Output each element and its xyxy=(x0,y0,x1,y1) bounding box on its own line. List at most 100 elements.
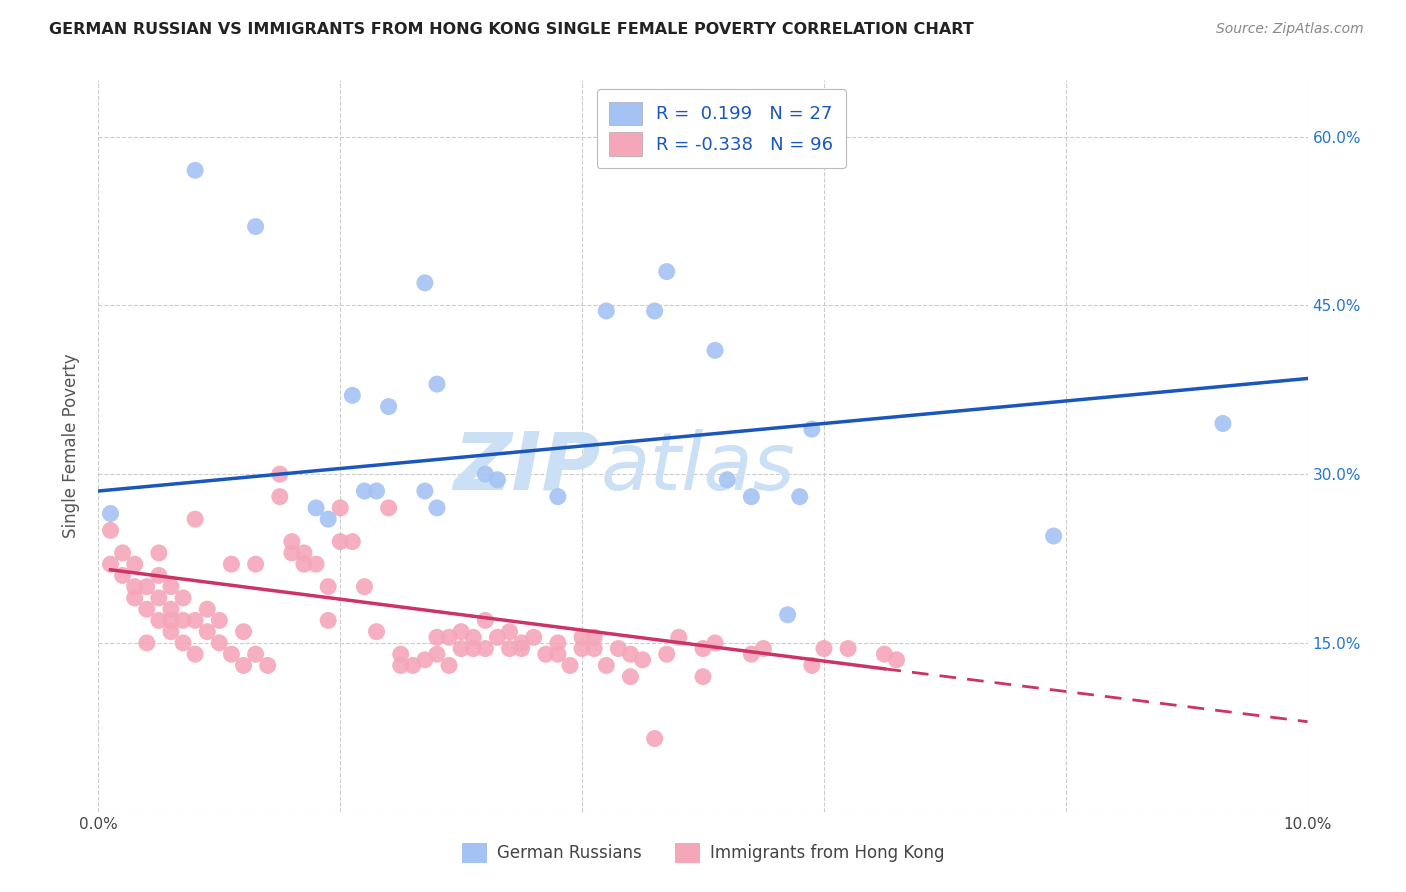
Point xyxy=(595,658,617,673)
Point xyxy=(692,670,714,684)
Point xyxy=(583,641,606,656)
Point xyxy=(837,641,859,656)
Point xyxy=(558,658,581,673)
Point xyxy=(595,304,617,318)
Point xyxy=(195,602,218,616)
Point xyxy=(426,377,449,392)
Point xyxy=(752,641,775,656)
Point xyxy=(281,534,304,549)
Point xyxy=(402,658,425,673)
Point xyxy=(510,641,533,656)
Point xyxy=(316,512,339,526)
Point xyxy=(366,483,388,498)
Point xyxy=(148,568,170,582)
Point xyxy=(450,624,472,639)
Point xyxy=(342,388,364,402)
Point xyxy=(269,467,291,482)
Point xyxy=(184,647,207,661)
Point xyxy=(195,624,218,639)
Point xyxy=(135,602,157,616)
Point xyxy=(1042,529,1064,543)
Point xyxy=(800,658,823,673)
Point xyxy=(111,546,134,560)
Point xyxy=(232,624,254,639)
Point xyxy=(184,512,207,526)
Point xyxy=(100,557,122,571)
Point xyxy=(353,483,375,498)
Point xyxy=(583,630,606,644)
Point xyxy=(124,557,146,571)
Point xyxy=(655,264,678,278)
Point xyxy=(135,580,157,594)
Point xyxy=(655,647,678,661)
Point xyxy=(160,602,183,616)
Point xyxy=(740,647,762,661)
Point xyxy=(292,557,315,571)
Point xyxy=(619,647,641,661)
Point xyxy=(668,630,690,644)
Point xyxy=(474,467,496,482)
Point xyxy=(463,641,485,656)
Point xyxy=(886,653,908,667)
Point xyxy=(184,614,207,628)
Point xyxy=(316,614,339,628)
Point xyxy=(498,624,520,639)
Point xyxy=(437,630,460,644)
Text: GERMAN RUSSIAN VS IMMIGRANTS FROM HONG KONG SINGLE FEMALE POVERTY CORRELATION CH: GERMAN RUSSIAN VS IMMIGRANTS FROM HONG K… xyxy=(49,22,974,37)
Point xyxy=(245,647,267,661)
Point xyxy=(148,546,170,560)
Point xyxy=(413,653,436,667)
Point xyxy=(704,343,727,358)
Point xyxy=(644,304,666,318)
Point xyxy=(100,507,122,521)
Point xyxy=(172,636,194,650)
Point xyxy=(692,641,714,656)
Y-axis label: Single Female Poverty: Single Female Poverty xyxy=(62,354,80,538)
Point xyxy=(208,614,231,628)
Point xyxy=(208,636,231,650)
Point xyxy=(221,557,243,571)
Text: atlas: atlas xyxy=(600,429,794,507)
Point xyxy=(547,636,569,650)
Point xyxy=(148,614,170,628)
Point xyxy=(437,658,460,673)
Point xyxy=(534,647,557,661)
Point xyxy=(813,641,835,656)
Point xyxy=(160,580,183,594)
Point xyxy=(426,500,449,515)
Point xyxy=(413,483,436,498)
Point xyxy=(571,630,593,644)
Point xyxy=(873,647,896,661)
Point xyxy=(474,641,496,656)
Point xyxy=(160,614,183,628)
Point xyxy=(148,591,170,605)
Point xyxy=(426,630,449,644)
Point xyxy=(160,624,183,639)
Point xyxy=(292,546,315,560)
Point xyxy=(463,630,485,644)
Point xyxy=(221,647,243,661)
Point xyxy=(704,636,727,650)
Point xyxy=(377,400,399,414)
Point xyxy=(172,614,194,628)
Point xyxy=(111,568,134,582)
Point xyxy=(619,670,641,684)
Point xyxy=(256,658,278,673)
Point xyxy=(305,557,328,571)
Point xyxy=(547,490,569,504)
Legend: German Russians, Immigrants from Hong Kong: German Russians, Immigrants from Hong Ko… xyxy=(456,837,950,869)
Point xyxy=(342,534,364,549)
Point xyxy=(305,500,328,515)
Point xyxy=(184,163,207,178)
Point xyxy=(1212,417,1234,431)
Point xyxy=(486,473,509,487)
Point xyxy=(450,641,472,656)
Point xyxy=(316,580,339,594)
Point xyxy=(329,534,352,549)
Point xyxy=(547,647,569,661)
Point xyxy=(413,276,436,290)
Point xyxy=(523,630,546,644)
Point xyxy=(281,546,304,560)
Point xyxy=(353,580,375,594)
Point xyxy=(776,607,799,622)
